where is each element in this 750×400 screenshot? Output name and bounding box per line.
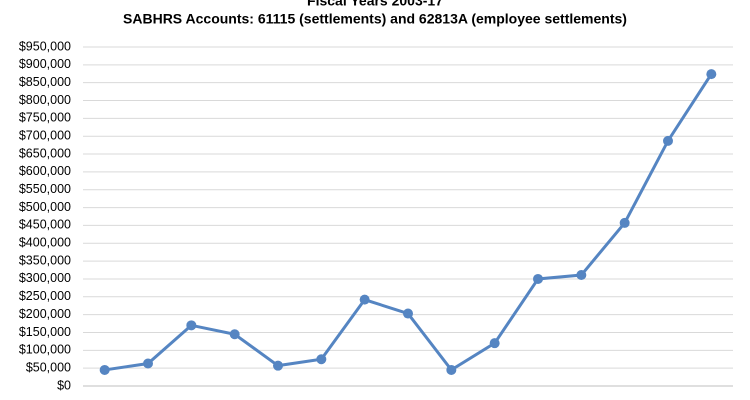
y-tick-label: $950,000: [19, 39, 71, 53]
data-point: [186, 320, 197, 331]
y-tick-label: $650,000: [19, 146, 71, 160]
y-tick-label: $850,000: [19, 75, 71, 89]
data-point: [359, 294, 370, 305]
data-point: [706, 69, 717, 80]
y-tick-label: $800,000: [19, 93, 71, 107]
data-point: [99, 364, 110, 375]
y-tick-label: $500,000: [19, 200, 71, 214]
data-point: [316, 354, 327, 365]
y-tick-label: $250,000: [19, 289, 71, 303]
chart-title: Fiscal Years 2003-17: [307, 0, 443, 9]
y-tick-label: $0: [57, 378, 71, 392]
y-tick-label: $700,000: [19, 129, 71, 143]
data-point: [489, 338, 500, 349]
data-point: [273, 360, 283, 371]
data-point: [576, 270, 587, 281]
y-tick-label: $750,000: [19, 111, 71, 125]
y-tick-label: $150,000: [19, 325, 71, 339]
chart-subtitle: SABHRS Accounts: 61115 (settlements) and…: [123, 11, 627, 27]
data-point: [663, 135, 673, 146]
y-tick-label: $600,000: [19, 164, 71, 178]
y-tick-label: $400,000: [19, 236, 71, 250]
y-tick-label: $50,000: [26, 360, 71, 374]
data-point: [446, 364, 457, 375]
y-tick-label: $100,000: [19, 343, 71, 357]
y-tick-label: $300,000: [19, 271, 71, 285]
y-tick-label: $200,000: [19, 307, 71, 321]
data-point: [619, 217, 630, 228]
y-tick-label: $450,000: [19, 218, 71, 232]
data-point: [143, 358, 153, 369]
y-tick-label: $350,000: [19, 253, 71, 267]
data-point: [229, 329, 240, 340]
data-point: [403, 308, 413, 319]
data-point: [533, 273, 543, 284]
y-tick-label: $550,000: [19, 182, 71, 196]
y-tick-label: $900,000: [19, 57, 71, 71]
